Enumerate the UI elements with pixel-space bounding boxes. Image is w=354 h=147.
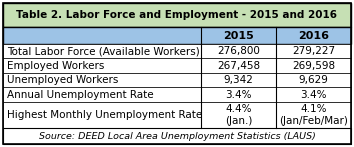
Text: 269,598: 269,598 — [292, 61, 335, 71]
Text: 267,458: 267,458 — [217, 61, 260, 71]
Text: 3.4%: 3.4% — [225, 90, 252, 100]
Text: 2016: 2016 — [298, 31, 329, 41]
Text: 279,227: 279,227 — [292, 46, 335, 56]
Text: Employed Workers: Employed Workers — [7, 61, 104, 71]
Bar — [3, 87, 351, 102]
Text: Total Labor Force (Available Workers): Total Labor Force (Available Workers) — [7, 46, 200, 56]
Text: 9,629: 9,629 — [299, 75, 329, 85]
Text: 4.4%
(Jan.): 4.4% (Jan.) — [225, 104, 252, 126]
Text: Table 2. Labor Force and Employment - 2015 and 2016: Table 2. Labor Force and Employment - 20… — [17, 10, 337, 20]
Bar — [3, 73, 351, 87]
Text: Source: DEED Local Area Unemployment Statistics (LAUS): Source: DEED Local Area Unemployment Sta… — [39, 132, 315, 141]
Text: Annual Unemployment Rate: Annual Unemployment Rate — [7, 90, 154, 100]
Text: 276,800: 276,800 — [217, 46, 260, 56]
Bar — [3, 27, 351, 44]
Bar — [3, 3, 351, 27]
Bar — [3, 128, 351, 144]
Text: 3.4%: 3.4% — [300, 90, 327, 100]
Text: Highest Monthly Unemployment Rate: Highest Monthly Unemployment Rate — [7, 110, 202, 120]
Bar — [3, 102, 351, 128]
Bar — [3, 44, 351, 59]
Text: 9,342: 9,342 — [224, 75, 254, 85]
Text: Unemployed Workers: Unemployed Workers — [7, 75, 118, 85]
Text: 4.1%
(Jan/Feb/Mar): 4.1% (Jan/Feb/Mar) — [279, 104, 348, 126]
Bar — [3, 59, 351, 73]
Text: 2015: 2015 — [223, 31, 254, 41]
